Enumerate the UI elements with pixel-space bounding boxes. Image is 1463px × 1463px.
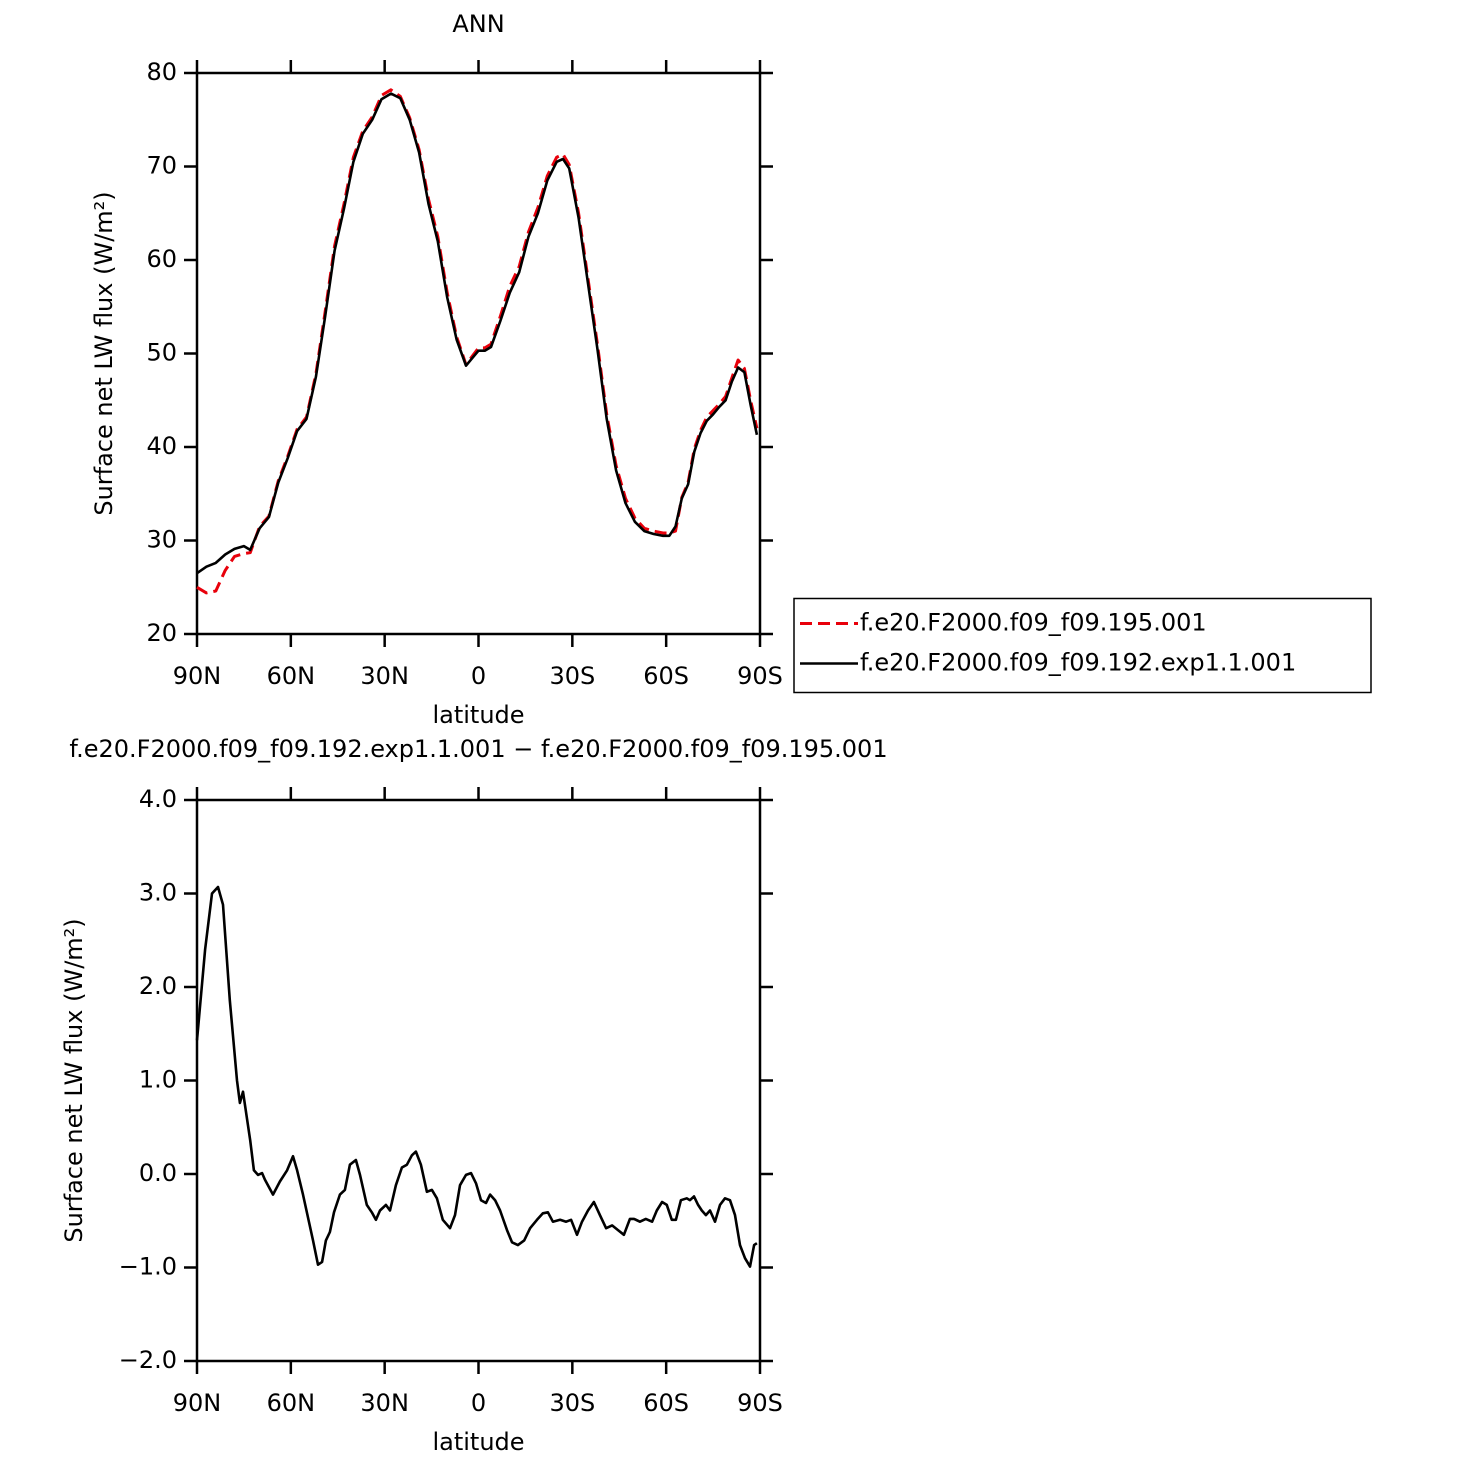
y-tick-label: 1.0	[139, 1066, 177, 1094]
x-tick-label: 60N	[267, 662, 316, 690]
legend-label: f.e20.F2000.f09_f09.195.001	[860, 609, 1207, 637]
data-line	[195, 885, 758, 1268]
plot-frame	[195, 798, 762, 1363]
x-axis-label: latitude	[432, 1428, 524, 1456]
y-tick-label: 20	[146, 619, 177, 647]
y-tick-label: 60	[146, 245, 177, 273]
data-line	[196, 92, 759, 575]
x-tick-label: 30N	[360, 662, 409, 690]
x-tick-label: 60S	[643, 662, 689, 690]
y-tick-label: 2.0	[139, 972, 177, 1000]
x-tick-label: 90N	[173, 662, 222, 690]
x-tick-label: 90S	[737, 662, 783, 690]
y-tick-label: 3.0	[139, 879, 177, 907]
legend-box	[793, 597, 1372, 694]
x-tick-label: 0	[471, 1389, 486, 1417]
y-tick-label: 70	[146, 152, 177, 180]
x-tick-label: 90S	[737, 1389, 783, 1417]
x-tick-label: 0	[471, 662, 486, 690]
y-tick-label: 80	[146, 58, 177, 86]
y-tick-label: 4.0	[139, 785, 177, 813]
y-tick-label: −2.0	[119, 1346, 177, 1374]
y-axis-label: Surface net LW flux (W/m²)	[60, 918, 88, 1242]
y-tick-label: 50	[146, 339, 177, 367]
x-tick-label: 90N	[173, 1389, 222, 1417]
plot-frame	[195, 71, 762, 636]
y-axis-label: Surface net LW flux (W/m²)	[90, 191, 118, 515]
y-tick-label: 0.0	[139, 1159, 177, 1187]
x-tick-label: 30N	[360, 1389, 409, 1417]
x-tick-label: 30S	[549, 1389, 595, 1417]
x-tick-label: 30S	[549, 662, 595, 690]
y-tick-label: 30	[146, 526, 177, 554]
legend-label: f.e20.F2000.f09_f09.192.exp1.1.001	[860, 649, 1296, 677]
chart-title: f.e20.F2000.f09_f09.192.exp1.1.001 − f.e…	[69, 735, 887, 763]
chart-title: ANN	[452, 10, 504, 38]
x-tick-label: 60N	[267, 1389, 316, 1417]
y-tick-label: 40	[146, 432, 177, 460]
y-tick-label: −1.0	[119, 1253, 177, 1281]
data-line	[196, 88, 759, 595]
x-axis-label: latitude	[432, 701, 524, 729]
x-tick-label: 60S	[643, 1389, 689, 1417]
